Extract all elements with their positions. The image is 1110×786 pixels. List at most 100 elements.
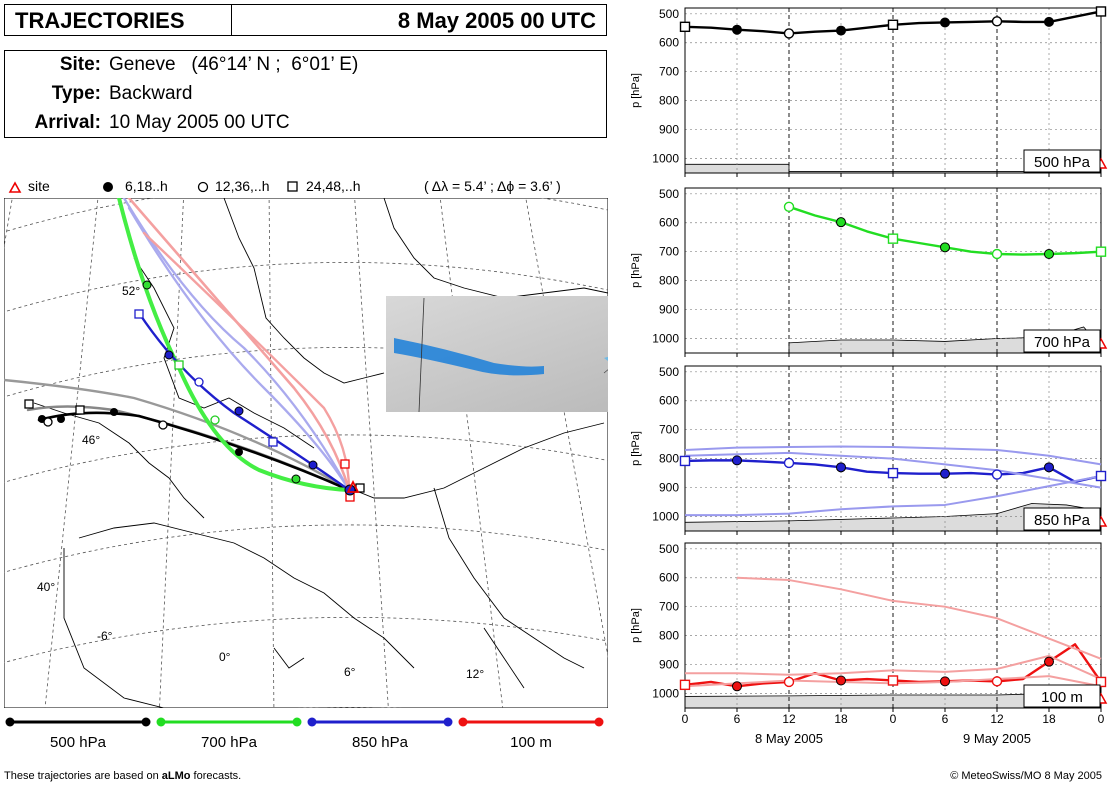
- xtick-label: 0: [682, 712, 689, 726]
- open-circle-icon: [197, 181, 209, 193]
- lon-0-label: 0°: [219, 650, 231, 664]
- marker-open: [783, 28, 795, 39]
- site-row: Site: Geneve (46°14’ N ; 6°01’ E): [5, 54, 359, 80]
- lon-minus6-label: -6°: [97, 629, 113, 643]
- ytick-label: 500: [659, 365, 679, 379]
- ylabel: p [hPa]: [630, 73, 642, 108]
- marker-open: [783, 201, 795, 213]
- ylabel: p [hPa]: [630, 431, 642, 466]
- arrival-row: Arrival: 10 May 2005 00 UTC: [5, 112, 290, 138]
- site-triangle-icon: [8, 181, 22, 193]
- ytick-label: 900: [659, 658, 679, 672]
- arrival-label: Arrival:: [34, 112, 101, 133]
- ytick-label: 500: [659, 187, 679, 201]
- marker-square: [679, 679, 691, 691]
- legend-dot-end-3: [594, 717, 604, 727]
- type-row: Type: Backward: [5, 83, 193, 109]
- legend-dot-end-1: [292, 717, 302, 727]
- ytick-label: 800: [659, 94, 679, 108]
- arrival-value: 10 May 2005 00 UTC: [109, 112, 290, 133]
- filled-circle-icon: [103, 182, 113, 192]
- marker-square: [1095, 6, 1107, 17]
- page-title: TRAJECTORIES: [15, 8, 185, 33]
- trajectories: [4, 198, 351, 492]
- traj-100m-light-2: [142, 231, 351, 492]
- ytick-label: 600: [659, 394, 679, 408]
- legend-resolution: ( Δλ = 5.4’ ; Δϕ = 3.6’ ): [424, 178, 561, 194]
- trajectory-map: 52° 46° 40° -6° 0° 6° 12°: [4, 198, 608, 708]
- xtick-label: 6: [734, 712, 741, 726]
- legend-dot-end-0: [141, 717, 151, 727]
- panel-label-box: [1023, 684, 1101, 708]
- lon-6-label: 6°: [344, 665, 356, 679]
- marker-filled: [940, 17, 950, 28]
- panel-label-box: [1023, 149, 1101, 173]
- ytick-label: 800: [659, 452, 679, 466]
- marker-open: [783, 457, 795, 469]
- marker-filled: [940, 676, 950, 687]
- ytick-label: 900: [659, 303, 679, 317]
- panel-label: 100 m: [1041, 689, 1083, 706]
- ytick-label: 1000: [652, 510, 679, 524]
- marker-square: [887, 675, 899, 686]
- ytick-label: 700: [659, 600, 679, 614]
- date-label-0: 8 May 2005: [755, 731, 823, 746]
- series-line-3: [685, 475, 1102, 517]
- footer-note: These trajectories are based on aLMo for…: [4, 770, 241, 782]
- marker-square: [1095, 470, 1107, 482]
- panel-label: 850 hPa: [1034, 512, 1091, 529]
- site-marker-icon: [346, 479, 360, 493]
- xtick-label: 12: [782, 712, 796, 726]
- traj-100m-light: [127, 198, 351, 492]
- ytick-label: 800: [659, 629, 679, 643]
- coastlines: [33, 198, 608, 708]
- ytick-label: 700: [659, 423, 679, 437]
- ytick-label: 600: [659, 36, 679, 50]
- copyright: © MeteoSwiss/MO 8 May 2005: [950, 770, 1102, 782]
- traj-850: [137, 311, 351, 492]
- series-line-1: [684, 445, 1102, 466]
- marker-square: [887, 19, 899, 30]
- site-label: Site:: [59, 54, 101, 75]
- date-label-1: 9 May 2005: [963, 731, 1031, 746]
- marker-square: [1095, 676, 1107, 688]
- forecast-date: 8 May 2005 00 UTC: [397, 8, 596, 33]
- legend-label-0: 500 hPa: [50, 734, 107, 751]
- panel-label-box: [1023, 507, 1101, 531]
- marker-filled: [732, 455, 742, 466]
- traj-500-light: [4, 378, 351, 492]
- traj-500: [37, 411, 351, 492]
- panel-label: 700 hPa: [1034, 334, 1091, 351]
- marker-square: [679, 21, 691, 33]
- ylabel: p [hPa]: [630, 608, 642, 643]
- open-square-icon: [287, 181, 298, 192]
- marker-filled: [1044, 16, 1054, 27]
- legend-label-2: 850 hPa: [352, 734, 409, 751]
- map-labels: 52° 46° 40° -6° 0° 6° 12°: [37, 284, 484, 681]
- ytick-label: 900: [659, 481, 679, 495]
- marker-square: [887, 233, 899, 244]
- xtick-label: 18: [834, 712, 848, 726]
- marker-open: [991, 248, 1003, 260]
- panel-0: 500 600 700 800 900 1000 p [hPa] 500 hPa: [630, 6, 1108, 177]
- legend-dot-start-3: [458, 717, 468, 727]
- marker-filled: [732, 681, 742, 692]
- marker-open: [783, 676, 795, 688]
- ytick-label: 500: [659, 7, 679, 21]
- satellite-inset: [386, 296, 608, 413]
- legend-site: site: [28, 178, 50, 194]
- marker-filled: [940, 468, 950, 479]
- legend-24h: 24,48,..h: [306, 178, 361, 194]
- xtick-label: 6: [942, 712, 949, 726]
- marker-filled: [836, 25, 846, 36]
- legend-6h: 6,18..h: [125, 178, 168, 194]
- series-line-2: [684, 451, 1102, 489]
- lat-46-label: 46°: [82, 433, 100, 447]
- footer-model: aLMo: [161, 770, 191, 782]
- legend-label-3: 100 m: [510, 734, 552, 751]
- trajectory-markers: [24, 280, 365, 502]
- ytick-label: 500: [659, 542, 679, 556]
- traj-850-light-1: [122, 198, 351, 492]
- legend-dot-start-1: [156, 717, 166, 727]
